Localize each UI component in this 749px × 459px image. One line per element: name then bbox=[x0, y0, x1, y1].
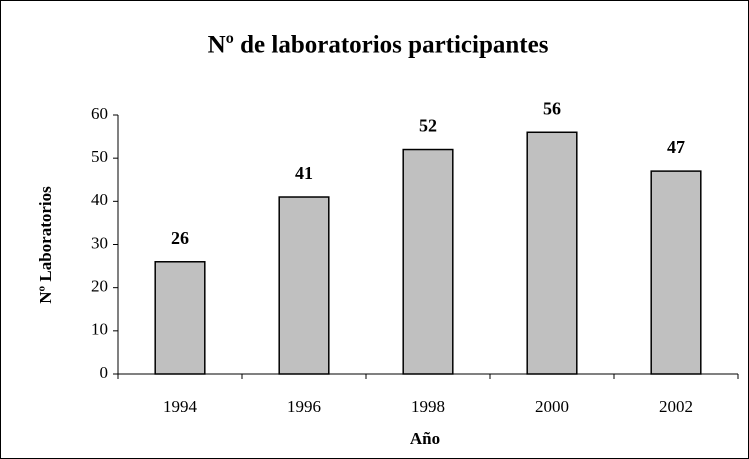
y-tick-label: 10 bbox=[91, 320, 108, 339]
y-tick-label: 50 bbox=[91, 147, 108, 166]
y-tick-label: 60 bbox=[91, 104, 108, 123]
data-label: 26 bbox=[171, 228, 189, 248]
y-tick-label: 40 bbox=[91, 190, 108, 209]
x-axis-title: Año bbox=[410, 429, 440, 448]
bar bbox=[526, 131, 578, 375]
y-axis-title: Nº Laboratorios bbox=[36, 186, 55, 304]
y-tick-label: 0 bbox=[100, 363, 109, 382]
y-tick-label: 30 bbox=[91, 233, 108, 252]
bar bbox=[154, 261, 206, 375]
data-label: 47 bbox=[667, 137, 685, 157]
bar bbox=[278, 196, 330, 375]
x-tick-label: 2002 bbox=[659, 397, 693, 416]
y-tick-label: 20 bbox=[91, 277, 108, 296]
x-tick-label: 1994 bbox=[163, 397, 198, 416]
bar bbox=[650, 170, 702, 375]
data-label: 41 bbox=[295, 163, 313, 183]
data-label: 56 bbox=[543, 98, 561, 118]
data-label: 52 bbox=[419, 116, 437, 136]
bar bbox=[402, 148, 454, 375]
chart-title: Nº de laboratorios participantes bbox=[208, 32, 549, 59]
x-tick-label: 1996 bbox=[287, 397, 321, 416]
x-tick-label: 1998 bbox=[411, 397, 445, 416]
x-tick-label: 2000 bbox=[535, 397, 569, 416]
